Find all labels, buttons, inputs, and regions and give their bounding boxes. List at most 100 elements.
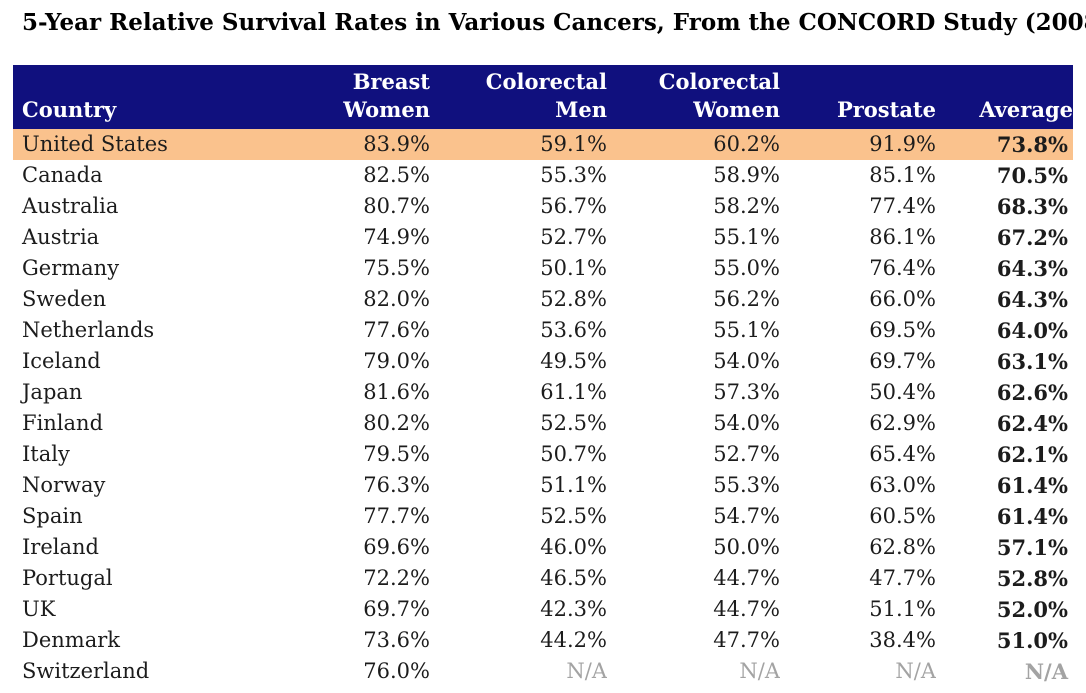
survival-rates-table-container: Country Breast Women Colorectal Men Colo… [13,65,1073,687]
average-cell: 73.8% [936,129,1073,160]
colorectal-women-cell: 54.0% [713,349,780,373]
breast-women-cell: 76.3% [363,473,430,497]
country-cell: Denmark [22,628,120,652]
prostate-cell: 86.1% [869,225,936,249]
breast-women-cell: 80.7% [363,194,430,218]
colorectal-men-cell: 51.1% [540,473,607,497]
colorectal-men-cell: 55.3% [540,163,607,187]
prostate-cell: 50.4% [869,380,936,404]
table-header: Country Breast Women Colorectal Men Colo… [13,65,1073,129]
colorectal-women-cell: 47.7% [713,628,780,652]
average-cell: 70.5% [996,163,1068,188]
average-cell: 52.0% [996,597,1068,622]
colorectal-women-cell: 55.3% [713,473,780,497]
survival-rates-table: Country Breast Women Colorectal Men Colo… [13,65,1073,687]
prostate-cell: 77.4% [869,194,936,218]
country-cell: Canada [22,163,103,187]
colorectal-women-cell: 44.7% [713,566,780,590]
breast-women-cell: 69.6% [363,535,430,559]
table-row: Australia 80.7% 56.7% 58.2% 77.4% 68.3% [13,191,1073,222]
colorectal-men-cell: 53.6% [540,318,607,342]
country-cell: Austria [22,225,100,249]
colorectal-men-cell: 46.5% [540,566,607,590]
colorectal-women-cell: N/A [739,659,780,683]
colorectal-men-cell: 50.7% [540,442,607,466]
prostate-cell: 69.5% [869,318,936,342]
prostate-cell: 47.7% [869,566,936,590]
average-cell: 52.8% [996,566,1068,591]
breast-women-cell: 79.0% [363,349,430,373]
country-cell: Italy [22,442,70,466]
prostate-cell: 85.1% [869,163,936,187]
prostate-cell: 38.4% [869,628,936,652]
average-cell: 62.4% [996,411,1068,436]
table-header-row: Country Breast Women Colorectal Men Colo… [13,65,1073,129]
average-cell: 61.4% [996,473,1068,498]
column-header-colorectal-men: Colorectal Men [430,65,607,129]
colorectal-women-cell: 50.0% [713,535,780,559]
colorectal-women-cell: 54.0% [713,411,780,435]
colorectal-men-cell: 42.3% [540,597,607,621]
table-row: Norway 76.3% 51.1% 55.3% 63.0% 61.4% [13,470,1073,501]
table-row: Austria 74.9% 52.7% 55.1% 86.1% 67.2% [13,222,1073,253]
breast-women-cell: 73.6% [363,628,430,652]
breast-women-cell: 76.0% [363,659,430,683]
page-title: 5-Year Relative Survival Rates in Variou… [22,9,1086,36]
breast-women-cell: 79.5% [363,442,430,466]
column-header-line: Colorectal [485,69,607,94]
colorectal-men-cell: 61.1% [540,380,607,404]
breast-women-cell: 74.9% [363,225,430,249]
breast-women-cell: 77.7% [363,504,430,528]
breast-women-cell: 75.5% [363,256,430,280]
table-row: Iceland 79.0% 49.5% 54.0% 69.7% 63.1% [13,346,1073,377]
colorectal-men-cell: N/A [566,659,607,683]
prostate-cell: 51.1% [869,597,936,621]
colorectal-women-cell: 60.2% [607,129,780,160]
table-row: Ireland 69.6% 46.0% 50.0% 62.8% 57.1% [13,532,1073,563]
breast-women-cell: 69.7% [363,597,430,621]
average-cell: N/A [1024,659,1068,684]
table-row: Denmark 73.6% 44.2% 47.7% 38.4% 51.0% [13,625,1073,656]
table-row: Italy 79.5% 50.7% 52.7% 65.4% 62.1% [13,439,1073,470]
breast-women-cell: 77.6% [363,318,430,342]
table-row: UK 69.7% 42.3% 44.7% 51.1% 52.0% [13,594,1073,625]
column-header-average: Average [936,65,1073,129]
column-header-label: Women [343,97,430,122]
colorectal-men-cell: 44.2% [540,628,607,652]
average-cell: 64.0% [996,318,1068,343]
colorectal-men-cell: 50.1% [540,256,607,280]
colorectal-men-cell: 52.5% [540,411,607,435]
column-header-colorectal-women: Colorectal Women [607,65,780,129]
breast-women-cell: 72.2% [363,566,430,590]
country-cell: Australia [22,194,119,218]
table-row: Germany 75.5% 50.1% 55.0% 76.4% 64.3% [13,253,1073,284]
prostate-cell: N/A [895,659,936,683]
average-cell: 63.1% [996,349,1068,374]
colorectal-women-cell: 54.7% [713,504,780,528]
colorectal-women-cell: 55.1% [713,318,780,342]
colorectal-women-cell: 52.7% [713,442,780,466]
colorectal-women-cell: 55.1% [713,225,780,249]
country-cell: Japan [22,380,83,404]
colorectal-men-cell: 56.7% [540,194,607,218]
colorectal-men-cell: 46.0% [540,535,607,559]
column-header-label: Average [979,97,1073,122]
country-cell: United States [13,129,243,160]
prostate-cell: 66.0% [869,287,936,311]
average-cell: 57.1% [996,535,1068,560]
column-header-label: Country [22,97,117,122]
country-cell: Spain [22,504,83,528]
column-header-line: Breast [352,69,430,94]
colorectal-women-cell: 57.3% [713,380,780,404]
column-header-label: Prostate [836,97,936,122]
table-row: Netherlands 77.6% 53.6% 55.1% 69.5% 64.0… [13,315,1073,346]
table-row: Spain 77.7% 52.5% 54.7% 60.5% 61.4% [13,501,1073,532]
country-cell: Switzerland [22,659,150,683]
breast-women-cell: 80.2% [363,411,430,435]
column-header-breast-women: Breast Women [243,65,430,129]
prostate-cell: 63.0% [869,473,936,497]
country-cell: Portugal [22,566,113,590]
colorectal-men-cell: 52.5% [540,504,607,528]
colorectal-women-cell: 56.2% [713,287,780,311]
column-header-label: Men [555,97,607,122]
